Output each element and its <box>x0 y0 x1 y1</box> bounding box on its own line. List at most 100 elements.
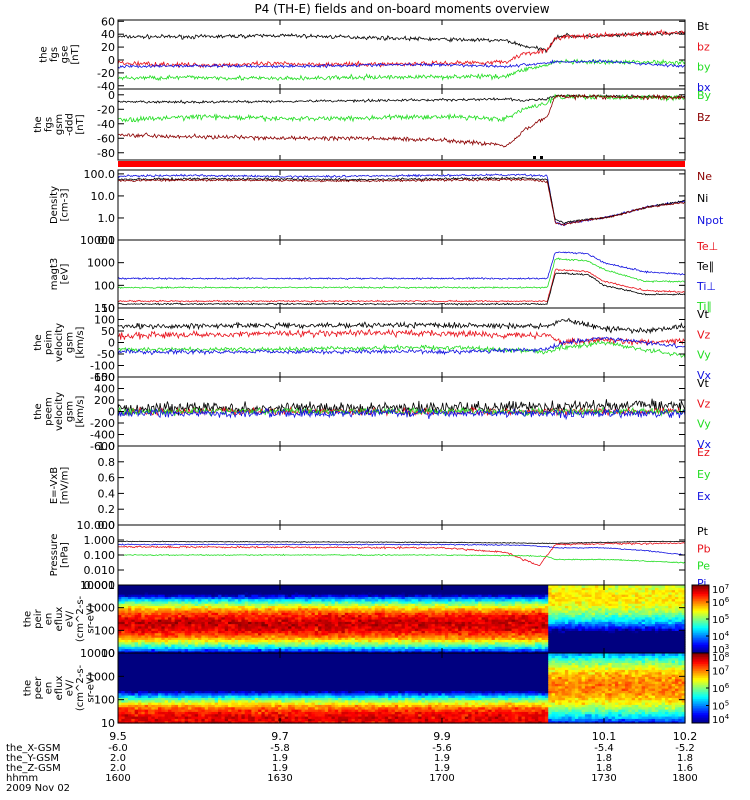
spectrogram-cell <box>618 632 623 636</box>
spectrogram-cell <box>151 589 156 593</box>
spectrogram-cell <box>448 591 453 595</box>
spectrogram-cell <box>344 648 349 652</box>
spectrogram-cell <box>408 605 413 609</box>
spectrogram-cell <box>498 628 503 631</box>
spectrogram-cell <box>121 596 126 600</box>
spectrogram-cell <box>538 650 543 654</box>
spectrogram-cell <box>608 616 613 620</box>
spectrogram-cell <box>434 625 439 629</box>
spectrogram-cell <box>214 600 219 604</box>
y-tick-label: 200 <box>94 394 115 407</box>
spectrogram-cell <box>118 650 122 654</box>
spectrogram-cell <box>141 648 146 652</box>
spectrogram-cell <box>268 594 273 597</box>
spectrogram-cell <box>248 646 253 650</box>
spectrogram-cell <box>441 616 446 620</box>
spectrogram-cell <box>191 625 196 629</box>
spectrogram-cell <box>354 614 359 618</box>
spectrogram-cell <box>551 621 556 625</box>
spectrogram-cell <box>571 600 576 604</box>
spectrogram-cell <box>501 594 506 597</box>
spectrogram-cell <box>534 585 539 588</box>
spectrogram-cell <box>451 639 456 643</box>
spectrogram-cell <box>474 607 479 611</box>
spectrogram-cell <box>158 634 162 638</box>
spectrogram-cell <box>581 646 586 650</box>
y-tick-label: -20 <box>97 103 115 116</box>
spectrogram-cell <box>301 612 306 616</box>
spectrogram-cell <box>211 614 216 618</box>
spectrogram-cell <box>188 596 192 600</box>
spectrogram-cell <box>464 614 469 618</box>
spectrogram-cell <box>121 594 126 597</box>
spectrogram-cell <box>554 612 559 616</box>
series-line <box>117 540 686 545</box>
spectrogram-cell <box>434 630 439 634</box>
spectrogram-cell <box>278 639 283 643</box>
spectrogram-cell <box>554 607 559 611</box>
spectrogram-cell <box>528 609 533 613</box>
spectrogram-cell <box>144 643 149 647</box>
spectrogram-cell <box>391 632 396 636</box>
spectrogram-cell <box>481 603 486 606</box>
spectrogram-cell <box>174 650 179 654</box>
spectrogram-cell <box>568 632 573 636</box>
spectrogram-cell <box>391 643 396 647</box>
spectrogram-cell <box>541 639 546 643</box>
spectrogram-cell <box>611 594 616 597</box>
spectrogram-cell <box>288 648 293 652</box>
spectrogram-cell <box>398 646 403 650</box>
spectrogram-cell <box>471 605 476 609</box>
spectrogram-cell <box>401 598 406 602</box>
spectrogram-cell <box>278 619 283 622</box>
spectrogram-cell <box>574 609 579 613</box>
spectrogram-cell <box>361 616 366 620</box>
spectrogram-cell <box>291 634 296 638</box>
spectrogram-cell <box>301 643 306 647</box>
spectrogram-cell <box>271 619 276 622</box>
spectrogram-cell <box>208 591 212 595</box>
spectrogram-cell <box>271 634 276 638</box>
spectrogram-cell <box>131 648 136 652</box>
spectrogram-cell <box>414 587 419 591</box>
spectrogram-cell <box>614 646 619 650</box>
spectrogram-cell <box>584 585 589 588</box>
spectrogram-cell <box>244 589 249 593</box>
spectrogram-cell <box>188 623 192 627</box>
spectrogram-cell <box>251 612 256 616</box>
spectrogram-cell <box>411 598 416 602</box>
spectrogram-cell <box>331 630 336 634</box>
spectrogram-cell <box>208 623 212 627</box>
spectrogram-cell <box>454 589 459 593</box>
spectrogram-cell <box>121 614 126 618</box>
spectrogram-cell <box>254 596 259 600</box>
spectrogram-cell <box>591 632 596 636</box>
spectrogram-cell <box>371 646 376 650</box>
spectrogram-cell <box>234 650 239 654</box>
spectrogram-cell <box>268 639 273 643</box>
spectrogram-cell <box>438 646 443 650</box>
spectrogram-cell <box>264 596 269 600</box>
spectrogram-cell <box>221 619 226 622</box>
spectrogram-cell <box>304 594 309 597</box>
spectrogram-cell <box>448 585 453 588</box>
spectrogram-cell <box>228 634 232 638</box>
spectrogram-cell <box>404 632 409 636</box>
spectrogram-cell <box>418 612 423 616</box>
spectrogram-cell <box>358 630 363 634</box>
spectrogram-cell <box>624 650 629 654</box>
spectrogram-cell <box>194 600 199 604</box>
spectrogram-cell <box>584 619 589 622</box>
spectrogram-cell <box>411 648 416 652</box>
spectrogram-cell <box>131 628 136 631</box>
spectrogram-cell <box>298 637 303 640</box>
spectrogram-cell <box>191 612 196 616</box>
spectrogram-cell <box>188 594 192 597</box>
spectrogram-cell <box>244 598 249 602</box>
spectrogram-cell <box>548 594 553 597</box>
spectrogram-cell <box>298 612 303 616</box>
spectrogram-cell <box>628 646 633 650</box>
spectrogram-cell <box>381 612 386 616</box>
spectrogram-cell <box>588 596 593 600</box>
spectrogram-cell <box>308 614 313 618</box>
